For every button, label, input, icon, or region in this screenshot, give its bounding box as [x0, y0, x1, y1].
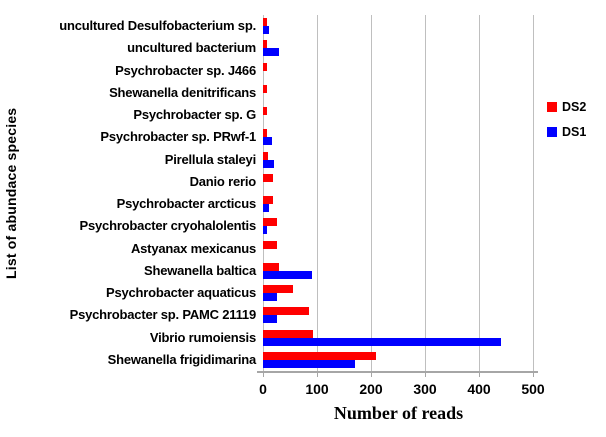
- bar-ds2: [263, 196, 273, 204]
- bar-row: [263, 215, 533, 237]
- plot-area: [263, 15, 534, 371]
- x-tick-mark: [263, 373, 264, 377]
- bar-ds2: [263, 285, 293, 293]
- legend-item-ds1: DS1: [547, 125, 586, 139]
- category-label: uncultured bacterium: [127, 40, 256, 56]
- bar-ds2: [263, 240, 278, 249]
- category-label: Psychrobacter sp. J466: [115, 62, 256, 78]
- bar-ds2: [263, 262, 280, 271]
- category-label: Psychrobacter arcticus: [116, 196, 257, 211]
- bar-ds2: [263, 40, 267, 49]
- bar-ds2: [263, 329, 313, 338]
- category-label: Shewanella baltica: [143, 262, 256, 278]
- bar-row: [263, 238, 533, 260]
- x-axis-title: Number of reads: [333, 403, 464, 423]
- bar-row: [263, 304, 533, 326]
- x-tick-label: 500: [521, 381, 545, 397]
- category-label: Psychrobacter sp. PAMC 21119: [69, 307, 257, 323]
- x-tick-mark: [533, 373, 534, 377]
- bar-row: [263, 37, 533, 59]
- category-label: Shewanella denitrificans: [109, 84, 256, 100]
- y-axis-title: List of abundace species: [3, 107, 19, 279]
- bar-ds2: [263, 218, 278, 227]
- bar-ds2: [263, 351, 377, 360]
- bar-ds1: [263, 26, 270, 34]
- x-tick-label: 200: [359, 381, 383, 397]
- bar-row: [263, 327, 533, 349]
- bar-row: [263, 282, 533, 304]
- bar-ds2: [263, 84, 268, 93]
- category-label: Shewanella frigidimarina: [107, 351, 257, 367]
- x-tick-mark: [425, 373, 426, 377]
- bar-ds1: [263, 137, 272, 146]
- category-label: Danio rerio: [189, 173, 257, 189]
- x-tick-mark: [479, 373, 480, 377]
- bar-ds1: [263, 293, 278, 301]
- category-label: Pirellula staleyi: [164, 151, 256, 167]
- bar-ds1: [263, 270, 312, 279]
- bar-ds2: [263, 18, 268, 26]
- bar-ds1: [263, 359, 355, 368]
- category-label: Psychrobacter aquaticus: [105, 285, 256, 300]
- bar-row: [263, 126, 533, 148]
- bar-row: [263, 171, 533, 193]
- bar-ds2: [263, 151, 269, 160]
- bar-row: [263, 82, 533, 104]
- bar-ds2: [263, 173, 273, 182]
- ds1-color-swatch: [547, 127, 557, 137]
- legend: DS2 DS1: [547, 100, 586, 139]
- category-label: uncultured Desulfobacterium sp.: [59, 18, 256, 33]
- x-axis-line: [257, 371, 538, 373]
- bar-ds1: [263, 315, 277, 324]
- bar-ds1: [263, 204, 270, 212]
- bar-row: [263, 15, 533, 37]
- category-label: Psychrobacter cryohalolentis: [79, 218, 257, 234]
- x-tick-mark: [317, 373, 318, 377]
- x-tick-label: 100: [305, 381, 329, 397]
- x-tick-label: 300: [413, 381, 437, 397]
- ds2-color-swatch: [547, 102, 557, 112]
- bar-row: [263, 149, 533, 171]
- bar-ds2: [263, 107, 267, 115]
- category-label: Astyanax mexicanus: [130, 240, 256, 256]
- category-label: Psychrobacter sp. G: [133, 107, 256, 122]
- category-label: Vibrio rumoiensis: [149, 329, 256, 345]
- bar-ds1: [263, 159, 274, 168]
- category-labels-column: uncultured Desulfobacterium sp. unculture…: [22, 15, 256, 371]
- bar-row: [263, 60, 533, 82]
- bar-row: [263, 104, 533, 126]
- bar-ds1: [263, 226, 268, 235]
- bar-row: [263, 193, 533, 215]
- category-label: Psychrobacter sp. PRwf-1: [100, 129, 256, 145]
- bar-ds1: [263, 337, 501, 346]
- x-tick-label: 0: [259, 381, 267, 397]
- legend-label-ds1: DS1: [562, 125, 587, 139]
- bar-ds2: [263, 307, 309, 316]
- bar-row: [263, 260, 533, 282]
- legend-item-ds2: DS2: [547, 100, 586, 114]
- x-tick-label: 400: [467, 381, 491, 397]
- legend-label-ds2: DS2: [562, 100, 587, 114]
- bar-ds2: [263, 129, 268, 138]
- bar-ds2: [263, 62, 268, 71]
- bar-ds1: [263, 48, 280, 57]
- x-tick-mark: [371, 373, 372, 377]
- bar-row: [263, 349, 533, 371]
- bars-container: [263, 15, 533, 371]
